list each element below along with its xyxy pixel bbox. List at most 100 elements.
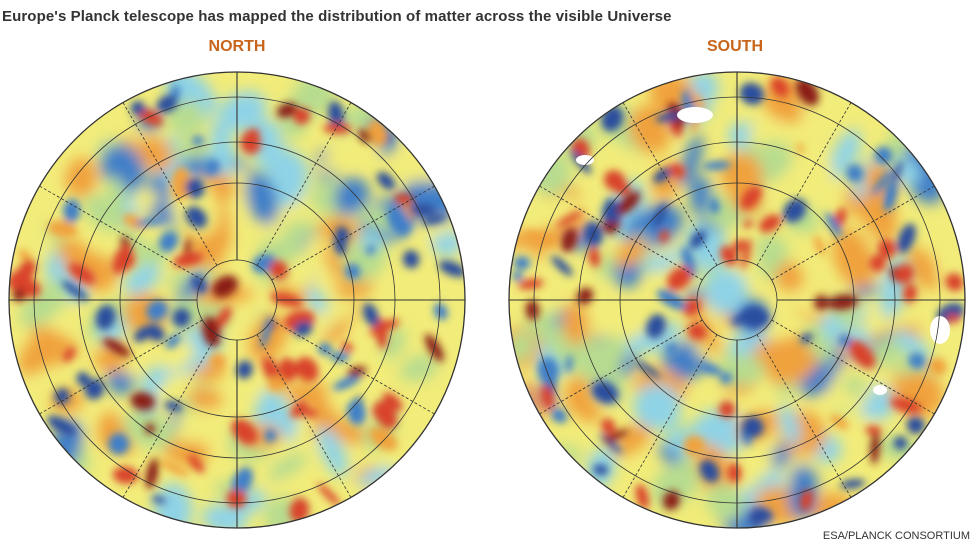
- south-hotspot: [525, 299, 540, 321]
- north-hotspot: [290, 400, 308, 419]
- north-hotspot: [61, 280, 89, 302]
- north-hotspot: [172, 308, 191, 328]
- south-fluctuation-blob: [829, 129, 861, 180]
- south-hotspot: [708, 198, 720, 214]
- south-hotspot: [946, 313, 960, 324]
- south-meridian-line: [771, 185, 935, 281]
- north-hotspot: [330, 351, 350, 362]
- south-hotspot: [663, 490, 680, 511]
- south-hotspot: [690, 95, 705, 109]
- north-fluctuation-blob: [317, 426, 348, 477]
- south-fluctuation-blob: [752, 429, 775, 480]
- north-heat-field: [9, 72, 465, 528]
- north-fluctuation-blob: [123, 264, 160, 295]
- south-hotspot: [666, 343, 678, 355]
- south-hotspot: [740, 185, 762, 210]
- south-hotspot: [874, 146, 893, 165]
- north-hotspot: [188, 454, 205, 473]
- south-fluctuation-blob: [690, 175, 712, 217]
- south-hotspot: [743, 220, 753, 229]
- north-hotspot: [102, 337, 131, 357]
- north-meridian-line: [271, 319, 435, 415]
- north-fluctuation-blob: [267, 452, 308, 481]
- north-hotspot: [185, 177, 205, 199]
- south-hotspot: [588, 247, 600, 268]
- north-hotspot: [341, 342, 354, 352]
- north-fluctuation-blob: [65, 157, 98, 198]
- north-hotspot: [438, 260, 465, 278]
- south-grid: [509, 72, 965, 528]
- north-hotspot: [47, 415, 77, 436]
- south-hotspot: [749, 507, 766, 527]
- north-hotspot: [214, 306, 232, 330]
- south-hotspot: [653, 167, 672, 183]
- south-hotspot: [551, 408, 568, 424]
- north-hotspot: [366, 244, 375, 255]
- south-hotspot: [813, 295, 829, 311]
- north-hotspot: [433, 303, 448, 320]
- north-hotspot: [375, 317, 388, 349]
- north-meridian-line: [39, 185, 203, 281]
- north-fluctuation-blob: [359, 231, 383, 251]
- north-fluctuation-blob: [400, 354, 439, 382]
- north-fluctuation-blob: [132, 189, 159, 212]
- south-hotspot: [537, 357, 559, 385]
- north-hotspot: [192, 135, 204, 146]
- south-hotspot: [565, 355, 573, 373]
- south-fluctuation-blob: [905, 247, 942, 290]
- south-hotspot: [830, 414, 849, 430]
- north-hotspot: [332, 375, 361, 391]
- north-hotspot: [47, 220, 78, 238]
- south-hotspot: [601, 418, 616, 435]
- north-hotspot: [95, 304, 116, 331]
- south-fluctuation-blob: [661, 349, 682, 368]
- north-hotspot: [130, 100, 145, 116]
- north-hotspot: [236, 360, 253, 379]
- south-label: SOUTH: [707, 38, 763, 55]
- south-hotspot: [770, 77, 789, 97]
- south-hotspot: [945, 273, 964, 292]
- north-hotspot: [209, 353, 226, 370]
- north-hotspot: [367, 119, 388, 147]
- south-fluctuation-blob: [613, 422, 652, 456]
- south-hotspot: [813, 235, 825, 256]
- south-hotspot: [824, 212, 843, 238]
- south-hotspot: [800, 333, 813, 344]
- north-fluctuation-blob: [254, 388, 286, 434]
- south-fluctuation-blob: [804, 323, 834, 364]
- south-hotspot: [699, 459, 720, 483]
- south-fluctuation-blob: [650, 461, 702, 508]
- south-data-gap: [677, 107, 713, 123]
- south-fluctuation-blob: [720, 152, 763, 198]
- south-hotspot: [827, 294, 859, 310]
- south-hotspot: [683, 298, 701, 316]
- north-hotspot: [159, 231, 179, 253]
- south-fluctuation-blob: [614, 238, 647, 268]
- north-fluctuation-blob: [334, 177, 370, 216]
- south-hotspot: [635, 484, 649, 510]
- north-hotspot: [394, 193, 414, 205]
- south-hotspot: [646, 314, 666, 339]
- north-hotspot: [173, 251, 204, 268]
- north-hotspot: [317, 483, 341, 507]
- north-outline: [8, 71, 466, 529]
- north-hotspot: [18, 259, 36, 280]
- south-meridian-line: [756, 102, 852, 266]
- north-fluctuation-blob: [137, 136, 174, 172]
- north-hotspot: [269, 260, 288, 280]
- south-hotspot: [741, 416, 764, 438]
- north-hemisphere-map: [8, 71, 466, 529]
- north-hotspot: [293, 107, 311, 125]
- south-fluctuation-blob: [799, 151, 835, 204]
- south-hotspot: [908, 352, 926, 369]
- north-fluctuation-blob: [17, 219, 55, 251]
- north-hotspot: [18, 249, 32, 262]
- south-hotspot: [616, 191, 641, 215]
- north-hotspot: [185, 206, 208, 229]
- south-hotspot: [512, 271, 523, 281]
- south-hotspot: [551, 255, 573, 277]
- north-hotspot: [421, 214, 447, 226]
- south-hotspot: [687, 323, 707, 341]
- north-hotspot: [130, 392, 155, 410]
